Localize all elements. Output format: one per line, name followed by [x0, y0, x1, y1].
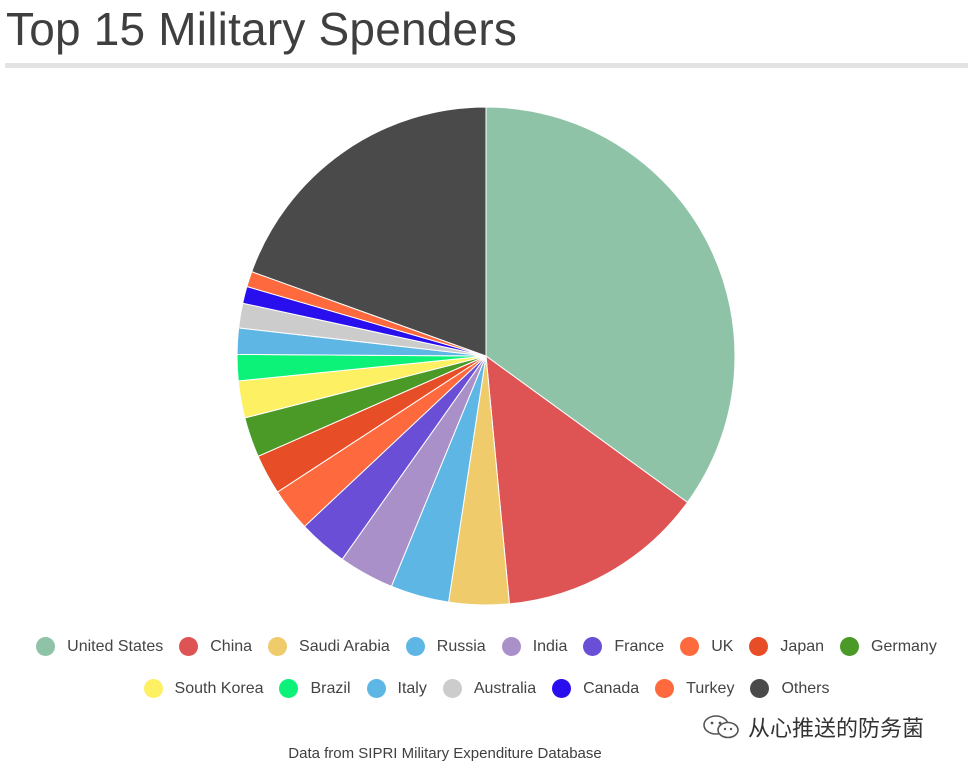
legend-item-brazil[interactable]: Brazil [279, 679, 351, 698]
legend-label: Canada [583, 679, 640, 697]
pie-slice-united-states [485, 106, 736, 504]
legend-label: Saudi Arabia [299, 637, 390, 655]
legend-label: Others [781, 679, 830, 697]
legend-item-canada[interactable]: Canada [552, 679, 639, 698]
legend-label: UK [711, 637, 734, 655]
legend-swatch [501, 637, 521, 656]
source-note: Data from SIPRI Military Expenditure Dat… [288, 745, 602, 762]
legend-swatch [366, 679, 386, 698]
legend-item-japan[interactable]: Japan [749, 637, 824, 656]
legend-swatch [405, 637, 425, 656]
legend-label: France [614, 637, 665, 655]
legend-item-uk[interactable]: UK [680, 637, 733, 656]
legend-label: Turkey [686, 679, 735, 697]
legend-swatch [143, 679, 163, 698]
legend-item-saudi-arabia[interactable]: Saudi Arabia [268, 637, 390, 656]
legend-label: China [210, 637, 253, 655]
watermark-text: 从心推送的防务菌 [748, 717, 925, 742]
watermark: 从心推送的防务菌 [702, 711, 924, 743]
legend-item-italy[interactable]: Italy [366, 679, 427, 698]
legend-label: Germany [871, 637, 937, 655]
legend-swatch [268, 637, 288, 656]
legend-label: Italy [397, 679, 427, 697]
legend-swatch [279, 679, 299, 698]
legend-item-australia[interactable]: Australia [442, 679, 537, 698]
pie-slice-china [485, 354, 689, 605]
legend-row-1: United States China Saudi Arabia Russia Indi… [0, 637, 973, 656]
legend-item-turkey[interactable]: Turkey [655, 679, 734, 698]
legend-item-united-states[interactable]: United States [36, 637, 163, 656]
legend-label: Russia [436, 637, 486, 655]
legend-item-russia[interactable]: Russia [405, 637, 486, 656]
legend-swatch [680, 637, 700, 656]
legend-swatch [750, 679, 770, 698]
legend-item-france[interactable]: France [583, 637, 664, 656]
pie-chart [236, 106, 736, 606]
page-title: Top 15 Military Spenders [6, 3, 518, 55]
legend-label: United States [67, 637, 164, 655]
legend-item-germany[interactable]: Germany [840, 637, 937, 656]
legend-item-china[interactable]: China [179, 637, 252, 656]
legend-swatch [655, 679, 675, 698]
legend-swatch [749, 637, 769, 656]
legend-swatch [583, 637, 603, 656]
legend-label: South Korea [174, 679, 264, 697]
legend-swatch [840, 637, 860, 656]
pie-slice-others [251, 106, 487, 357]
legend-label: Brazil [310, 679, 351, 697]
legend-label: Australia [473, 679, 537, 697]
legend-swatch [36, 637, 56, 656]
legend-label: Japan [780, 637, 825, 655]
legend-swatch [552, 679, 572, 698]
legend-swatch [179, 637, 199, 656]
legend-label: India [532, 637, 568, 655]
legend-item-india[interactable]: India [501, 637, 568, 656]
legend-item-south-korea[interactable]: South Korea [143, 679, 264, 698]
legend-row-2: South Korea Brazil Italy Australia Canada Tur… [0, 679, 973, 698]
title-divider [5, 63, 968, 68]
wechat-icon [703, 715, 739, 739]
legend-item-others[interactable]: Others [750, 679, 829, 698]
legend-swatch [442, 679, 462, 698]
